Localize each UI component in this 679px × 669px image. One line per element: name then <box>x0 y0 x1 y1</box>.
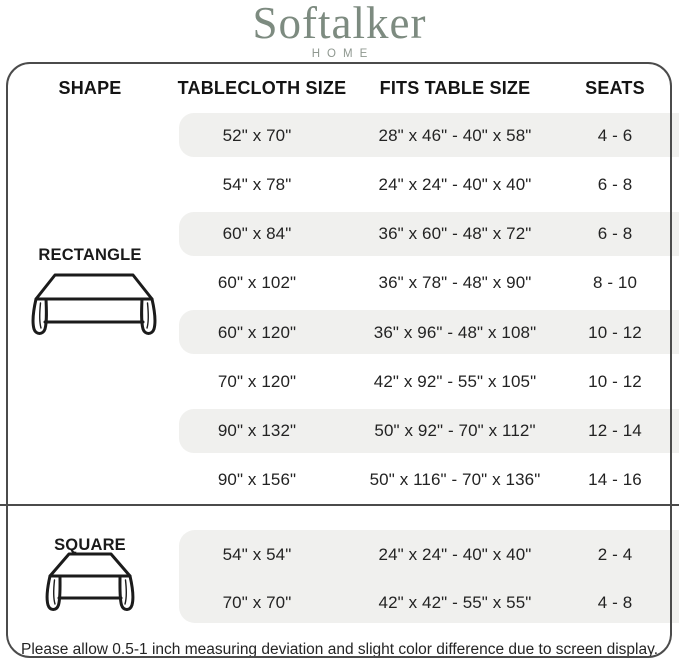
square-section-stripe <box>179 530 679 623</box>
header-tablecloth-bold: TABLECLOTH <box>177 78 301 98</box>
header-fits-table-size: FITS TABLE SIZE <box>379 78 531 98</box>
seats-cell: 10 - 12 <box>588 322 642 342</box>
shape-label-square: SQUARE <box>54 536 126 554</box>
brand-name: Softalker <box>252 0 427 48</box>
seats-cell: 2 - 4 <box>597 545 633 564</box>
square-tablecloth-icon <box>42 551 138 613</box>
row-stripe <box>179 408 679 453</box>
table-row: 70" x 70" 42" x 42" - 55" x 55" 4 - 8 <box>0 579 679 627</box>
rectangle-rows: 52" x 70" 28" x 46" - 40" x 58" 4 - 6 54… <box>0 111 679 505</box>
table-row: 60" x 102" 36" x 78" - 48" x 90" 8 - 10 <box>0 259 679 308</box>
row-stripe <box>179 113 679 158</box>
section-divider-line <box>0 503 679 506</box>
row-stripe <box>179 310 679 355</box>
tablecloth-size-cell: 54" x 78" <box>222 174 292 194</box>
tablecloth-size-cell: 54" x 54" <box>222 545 292 564</box>
table-row: 60" x 120" 36" x 96" - 48" x 108" 10 - 1… <box>0 308 679 357</box>
fits-table-size-cell: 50" x 116" - 70" x 136" <box>369 470 541 490</box>
tablecloth-size-cell: 60" x 120" <box>217 322 297 342</box>
table-row: 54" x 54" 24" x 24" - 40" x 40" 2 - 4 <box>0 531 679 579</box>
tablecloth-size-cell: 52" x 70" <box>222 125 292 145</box>
header-seats: SEATS <box>585 78 645 98</box>
fits-table-size-cell: 42" x 42" - 55" x 55" <box>378 593 532 612</box>
square-rows: 54" x 54" 24" x 24" - 40" x 40" 2 - 4 70… <box>0 531 679 627</box>
seats-cell: 10 - 12 <box>588 371 642 391</box>
table-row: 52" x 70" 28" x 46" - 40" x 58" 4 - 6 <box>0 111 679 160</box>
table-row: 90" x 156" 50" x 116" - 70" x 136" 14 - … <box>0 456 679 505</box>
tablecloth-size-cell: 70" x 70" <box>222 593 292 612</box>
fits-table-size-cell: 24" x 24" - 40" x 40" <box>378 174 532 194</box>
tablecloth-size-cell: 90" x 132" <box>217 421 297 441</box>
fits-table-size-cell: 50" x 92" - 70" x 112" <box>374 421 536 441</box>
fits-table-size-cell: 36" x 60" - 48" x 72" <box>378 224 532 244</box>
tablecloth-size-cell: 60" x 102" <box>217 273 297 293</box>
header-tablecloth-rest: SIZE <box>300 78 347 98</box>
shape-label-rectangle: RECTANGLE <box>38 246 142 264</box>
seats-cell: 12 - 14 <box>588 421 642 441</box>
brand-header: Softalker HOME <box>0 0 679 62</box>
seats-cell: 4 - 8 <box>597 593 633 612</box>
header-shape: SHAPE <box>58 78 122 98</box>
fits-table-size-cell: 28" x 46" - 40" x 58" <box>378 125 532 145</box>
row-stripe <box>179 211 679 256</box>
measurement-disclaimer: Please allow 0.5-1 inch measuring deviat… <box>20 641 659 658</box>
table-row: 90" x 132" 50" x 92" - 70" x 112" 12 - 1… <box>0 407 679 456</box>
brand-subtitle: HOME <box>311 48 375 60</box>
tablecloth-size-cell: 70" x 120" <box>217 371 297 391</box>
table-header-row: SHAPE TABLECLOTH SIZE FITS TABLE SIZE SE… <box>0 70 679 106</box>
tablecloth-size-cell: 60" x 84" <box>222 224 292 244</box>
seats-cell: 6 - 8 <box>597 174 633 194</box>
fits-table-size-cell: 36" x 96" - 48" x 108" <box>373 322 537 342</box>
seats-cell: 14 - 16 <box>588 470 642 490</box>
fits-table-size-cell: 24" x 24" - 40" x 40" <box>378 545 532 564</box>
rectangle-tablecloth-icon <box>30 272 158 338</box>
table-row: 70" x 120" 42" x 92" - 55" x 105" 10 - 1… <box>0 357 679 406</box>
seats-cell: 8 - 10 <box>592 273 638 293</box>
fits-table-size-cell: 42" x 92" - 55" x 105" <box>373 371 537 391</box>
tablecloth-size-cell: 90" x 156" <box>217 470 297 490</box>
seats-cell: 4 - 6 <box>597 125 633 145</box>
seats-cell: 6 - 8 <box>597 224 633 244</box>
header-tablecloth-size: TABLECLOTH SIZE <box>167 70 357 106</box>
fits-table-size-cell: 36" x 78" - 48" x 90" <box>378 273 532 293</box>
table-row: 60" x 84" 36" x 60" - 48" x 72" 6 - 8 <box>0 210 679 259</box>
table-row: 54" x 78" 24" x 24" - 40" x 40" 6 - 8 <box>0 160 679 209</box>
